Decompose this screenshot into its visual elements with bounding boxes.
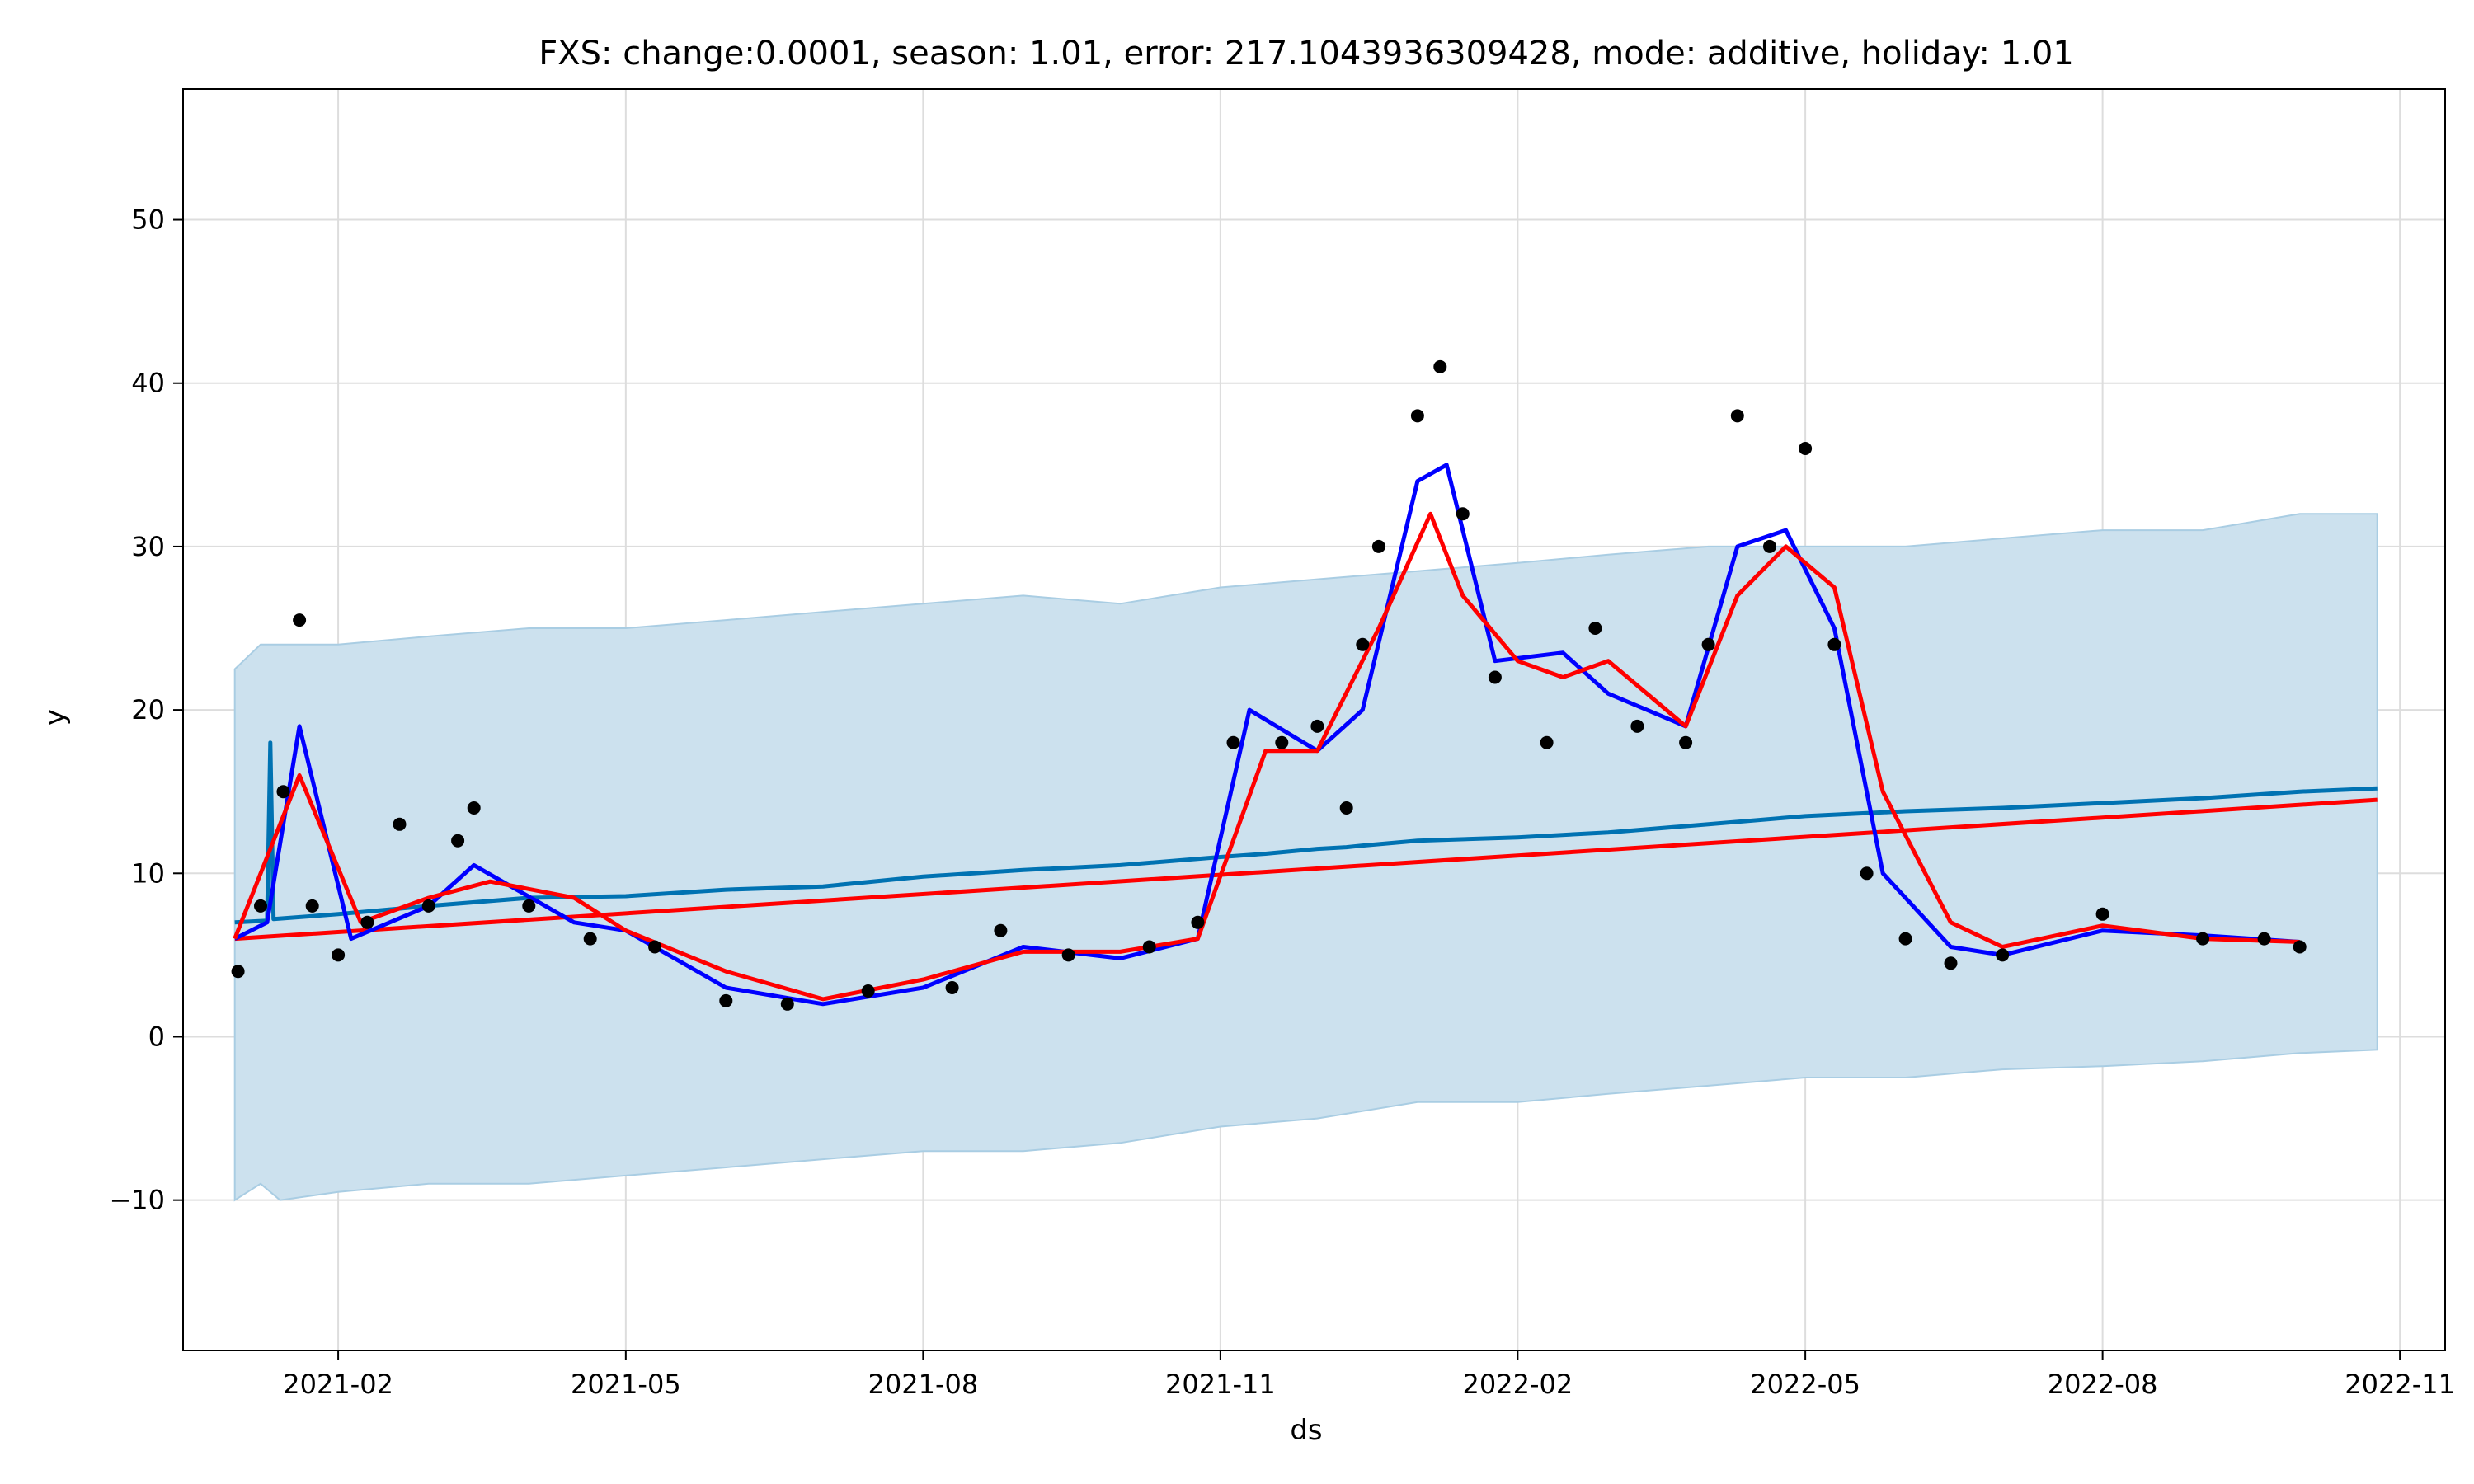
x-tick-label: 2021-02 <box>283 1369 393 1400</box>
data-point <box>451 834 465 848</box>
data-point <box>1944 956 1958 970</box>
data-point <box>360 915 374 929</box>
x-tick-label: 2021-08 <box>868 1369 979 1400</box>
data-point <box>2095 907 2109 921</box>
data-point <box>1730 409 1744 423</box>
x-tick-label: 2022-11 <box>2345 1369 2455 1400</box>
x-tick-label: 2022-02 <box>1463 1369 1573 1400</box>
data-point <box>276 785 290 799</box>
data-point <box>648 940 662 954</box>
data-point <box>1433 359 1447 373</box>
data-point <box>1410 409 1424 423</box>
observed-points <box>231 359 2307 1011</box>
x-tick-label: 2021-11 <box>1165 1369 1276 1400</box>
data-point <box>1371 539 1385 553</box>
x-tick-label: 2022-08 <box>2048 1369 2158 1400</box>
data-point <box>1540 735 1554 749</box>
series-line-rolling <box>233 463 2300 1007</box>
uncertainty-band <box>233 513 2378 1202</box>
data-point <box>780 997 794 1011</box>
y-axis-ticks: −10 0 10 20 30 40 50 <box>109 204 183 1216</box>
data-point <box>1588 622 1602 635</box>
data-point <box>945 981 959 994</box>
data-point <box>1827 637 1841 651</box>
data-point <box>1679 735 1693 749</box>
plot-area <box>182 88 2446 1351</box>
data-point <box>332 948 346 962</box>
data-point <box>2293 940 2307 954</box>
data-point <box>1226 735 1240 749</box>
x-tick-label: 2022-05 <box>1750 1369 1860 1400</box>
data-point <box>1488 670 1502 684</box>
y-tick-label: 30 <box>131 531 165 562</box>
y-tick-label: 50 <box>131 204 165 236</box>
data-point <box>393 817 407 831</box>
data-point <box>467 801 481 815</box>
data-point <box>1061 948 1075 962</box>
data-point <box>719 993 733 1007</box>
chart-title: FXS: change:0.0001, season: 1.01, error:… <box>539 35 2074 73</box>
data-point <box>1356 637 1370 651</box>
x-axis-label: ds <box>1290 1414 1322 1447</box>
data-point <box>1860 866 1874 881</box>
series-line-trend <box>234 797 2378 942</box>
data-point <box>1799 442 1813 455</box>
y-tick-label: −10 <box>109 1185 165 1216</box>
data-point <box>293 613 307 627</box>
data-point <box>1898 932 1912 946</box>
data-point <box>1701 637 1715 651</box>
data-point <box>1763 539 1776 553</box>
data-point <box>421 899 435 913</box>
series-lines <box>233 463 2378 1007</box>
y-tick-label: 40 <box>131 368 165 399</box>
y-tick-label: 10 <box>131 857 165 889</box>
y-axis-label: y <box>39 709 72 726</box>
series-line-rolling-red <box>233 511 2300 1002</box>
data-point <box>522 899 536 913</box>
data-point <box>2196 932 2210 946</box>
data-point <box>994 923 1008 937</box>
data-point <box>1191 915 1205 929</box>
data-point <box>305 899 319 913</box>
x-axis-ticks: 2021-02 2021-05 2021-08 2021-11 2022-02 2022-… <box>283 1350 2455 1400</box>
data-point <box>231 965 245 979</box>
data-point <box>1275 735 1289 749</box>
data-point <box>2257 932 2271 946</box>
data-point <box>583 932 597 946</box>
data-point <box>1142 940 1156 954</box>
data-point <box>254 899 267 913</box>
data-point <box>861 984 875 998</box>
x-tick-label: 2021-05 <box>571 1369 681 1400</box>
data-point <box>1456 507 1470 521</box>
data-point <box>1339 801 1353 815</box>
y-tick-label: 20 <box>131 694 165 726</box>
plot-frame <box>182 88 2446 1351</box>
uncertainty-band-area <box>233 513 2378 1202</box>
y-tick-label: 0 <box>148 1021 165 1052</box>
data-point <box>1630 719 1644 733</box>
data-point <box>1310 719 1324 733</box>
data-point <box>1996 948 2010 962</box>
